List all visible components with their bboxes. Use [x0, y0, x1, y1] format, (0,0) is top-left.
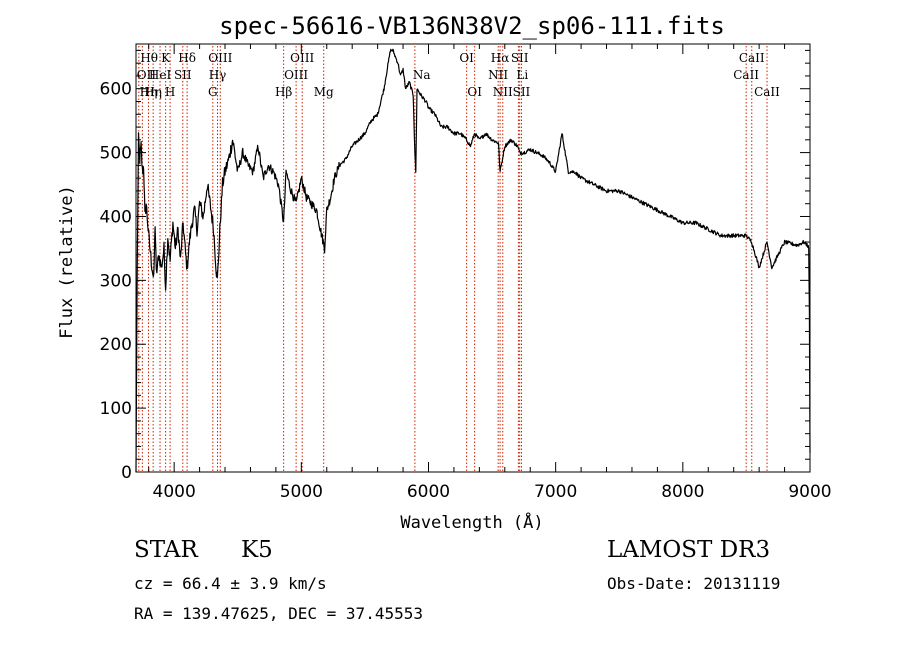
chart-title: spec-56616-VB136N38V2_sp06-111.fits — [219, 12, 725, 40]
sky-coordinates: RA = 139.47625, DEC = 37.45553 — [134, 604, 423, 623]
x-axis-ticks: 4000 5000 6000 7000 8000 9000 — [148, 44, 832, 502]
x-tick-label: 9000 — [788, 482, 831, 502]
x-axis-label: Wavelength (Å) — [400, 511, 543, 533]
line-marker-label: Hη — [144, 85, 162, 99]
y-tick-label: 300 — [100, 271, 132, 291]
line-marker-label: OIII — [284, 68, 308, 82]
line-marker-label: OI — [467, 85, 482, 99]
line-marker-label: NII — [488, 68, 508, 82]
spectral-line-markers — [138, 46, 768, 472]
line-marker-label: SII — [174, 68, 192, 82]
line-marker-label: Na — [413, 68, 431, 82]
line-marker-label: CaII — [733, 68, 759, 82]
line-marker-label: Li — [516, 68, 528, 82]
object-class: STAR — [134, 537, 198, 563]
x-tick-label: 4000 — [153, 482, 196, 502]
line-marker-label: Hδ — [178, 51, 196, 65]
line-marker-label: SII — [513, 85, 531, 99]
line-marker-label: OII — [137, 68, 157, 82]
line-marker-label: Hθ — [140, 51, 158, 65]
line-marker-label: H — [165, 85, 175, 99]
line-marker-label: SII — [511, 51, 529, 65]
y-axis-label: Flux (relative) — [57, 185, 77, 339]
x-tick-label: 8000 — [661, 482, 704, 502]
line-marker-label: CaII — [739, 51, 765, 65]
x-tick-label: 5000 — [280, 482, 323, 502]
line-marker-label: HeI — [149, 68, 172, 82]
observation-date: Obs-Date: 20131119 — [607, 574, 781, 593]
line-marker-label: OI — [459, 51, 474, 65]
x-tick-label: 6000 — [407, 482, 450, 502]
redshift-velocity: cz = 66.4 ± 3.9 km/s — [134, 574, 327, 593]
line-marker-label: OIII — [290, 51, 314, 65]
line-marker-label: Hγ — [209, 68, 227, 82]
survey-release: LAMOST DR3 — [607, 537, 771, 563]
line-marker-label: Mg — [314, 85, 334, 99]
line-marker-label: Hα — [491, 51, 510, 65]
y-tick-label: 200 — [100, 335, 132, 355]
line-marker-label: NII — [493, 85, 513, 99]
spectrum-line — [135, 48, 811, 473]
y-tick-label: 500 — [100, 144, 132, 164]
spectral-line-labels: OIIHθHηHηHeIKHSIIHδGHγOIIIHβOIIIOIIIMgNa… — [137, 51, 780, 99]
x-tick-label: 7000 — [534, 482, 577, 502]
line-marker-label: K — [161, 51, 171, 65]
y-tick-label: 0 — [121, 463, 132, 483]
y-tick-label: 600 — [100, 80, 132, 100]
line-marker-label: CaII — [754, 85, 780, 99]
line-marker-label: Hβ — [275, 85, 292, 99]
y-tick-label: 100 — [100, 399, 132, 419]
line-marker-label: G — [208, 85, 218, 99]
y-axis-ticks: 0 100 200 300 400 500 600 — [100, 49, 810, 483]
line-marker-label: OIII — [208, 51, 232, 65]
y-tick-label: 400 — [100, 207, 132, 227]
plot-frame — [135, 43, 811, 473]
object-subclass: K5 — [241, 537, 273, 563]
